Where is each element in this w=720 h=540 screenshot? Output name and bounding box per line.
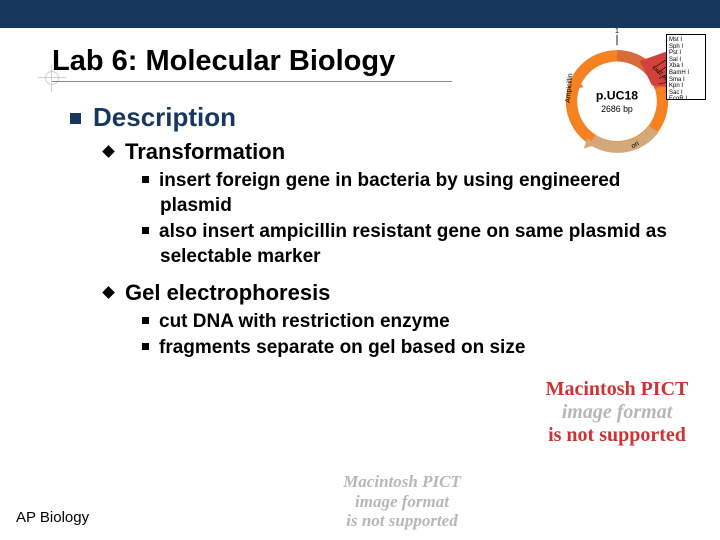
- title-underline: [52, 81, 452, 82]
- bullet-level-3: also insert ampicillin resistant gene on…: [142, 220, 670, 269]
- h2-text: Gel electrophoresis: [125, 280, 330, 305]
- bullet-text: fragments separate on gel based on size: [159, 337, 525, 358]
- bullet-level-3: insert foreign gene in bacteria by using…: [142, 169, 670, 218]
- enzyme: Pst I: [669, 50, 703, 57]
- diamond-bullet-icon: [102, 145, 115, 158]
- slide-title: Lab 6: Molecular Biology: [52, 44, 452, 79]
- enzyme-list: Mst I Sph I Pst I Sal I Xba I BamH I Sma…: [666, 34, 706, 100]
- plasmid-name: p.UC18: [596, 89, 638, 103]
- enzyme: EcoR I: [669, 96, 703, 103]
- bullet-text: insert foreign gene in bacteria by using…: [159, 170, 620, 216]
- h1-text: Description: [93, 102, 236, 132]
- footer-text: AP Biology: [16, 509, 89, 526]
- pict-line: Macintosh PICT: [312, 472, 492, 492]
- pict-line: image format: [312, 492, 492, 512]
- enzyme: Sal I: [669, 57, 703, 64]
- bullet-level-2: Gel electrophoresis: [104, 280, 670, 306]
- bullet-text: cut DNA with restriction enzyme: [159, 311, 450, 332]
- pict-line: is not supported: [532, 424, 702, 447]
- enzyme: Mst I: [669, 37, 703, 44]
- square-small-icon: [142, 176, 149, 183]
- enzyme: Sac I: [669, 90, 703, 97]
- plasmid-tick-label: 1: [615, 28, 619, 35]
- enzyme: Kpn I: [669, 83, 703, 90]
- h2-text: Transformation: [125, 139, 285, 164]
- bullet-level-3: cut DNA with restriction enzyme: [142, 310, 670, 335]
- pict-line: is not supported: [312, 511, 492, 531]
- enzyme: Xba I: [669, 63, 703, 70]
- square-small-icon: [142, 343, 149, 350]
- square-bullet-icon: [70, 113, 81, 124]
- enzyme: Sma I: [669, 77, 703, 84]
- enzyme: BamH I: [669, 70, 703, 77]
- pict-placeholder: Macintosh PICT image format is not suppo…: [532, 378, 702, 447]
- pict-line: Macintosh PICT: [532, 378, 702, 401]
- plasmid-size: 2686 bp: [601, 104, 633, 114]
- enzyme: Sph I: [669, 44, 703, 51]
- diamond-bullet-icon: [102, 286, 115, 299]
- square-small-icon: [142, 227, 149, 234]
- pict-line: image format: [532, 401, 702, 424]
- bullet-level-3: fragments separate on gel based on size: [142, 336, 670, 361]
- title-block: Lab 6: Molecular Biology: [52, 44, 452, 82]
- pict-placeholder: Macintosh PICT image format is not suppo…: [312, 472, 492, 531]
- square-small-icon: [142, 317, 149, 324]
- top-bar: [0, 0, 720, 28]
- bullet-text: also insert ampicillin resistant gene on…: [159, 221, 667, 267]
